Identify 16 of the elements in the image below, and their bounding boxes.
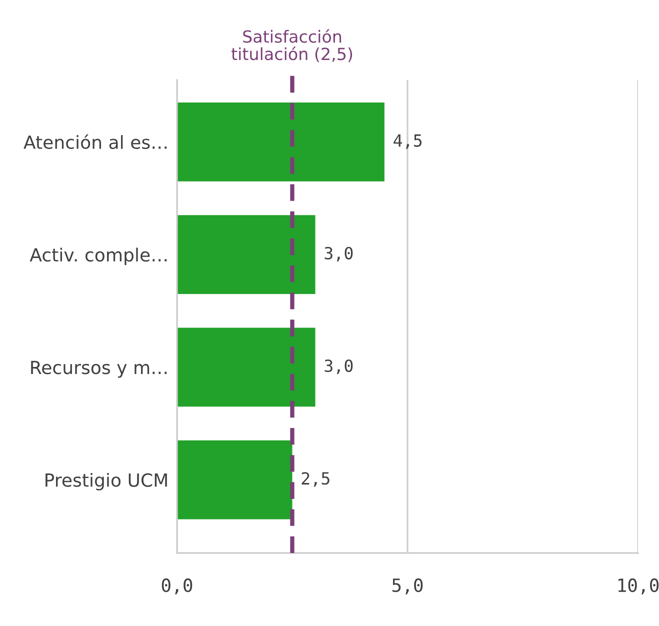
y-tick-label: Atención al es… — [24, 134, 167, 150]
data-label: 3,0 — [324, 359, 353, 374]
data-label: 2,5 — [302, 472, 330, 487]
x-tick-label: 5,0 — [392, 578, 423, 594]
bar — [177, 102, 384, 182]
bar — [177, 328, 316, 407]
data-label: 4,5 — [394, 134, 422, 149]
y-tick-label: Recursos y m… — [31, 360, 167, 378]
x-tick-label: 0,0 — [162, 578, 192, 594]
y-tick-label: Activ. comple… — [30, 248, 167, 266]
data-label: 3,0 — [324, 246, 353, 262]
ref-line-label: Satisfacción titulación (2,5) — [231, 29, 352, 62]
x-tick-label: 10,0 — [618, 578, 659, 594]
y-tick-label: Prestigio UCM — [46, 472, 167, 490]
bar — [177, 215, 316, 294]
bar — [177, 440, 292, 520]
